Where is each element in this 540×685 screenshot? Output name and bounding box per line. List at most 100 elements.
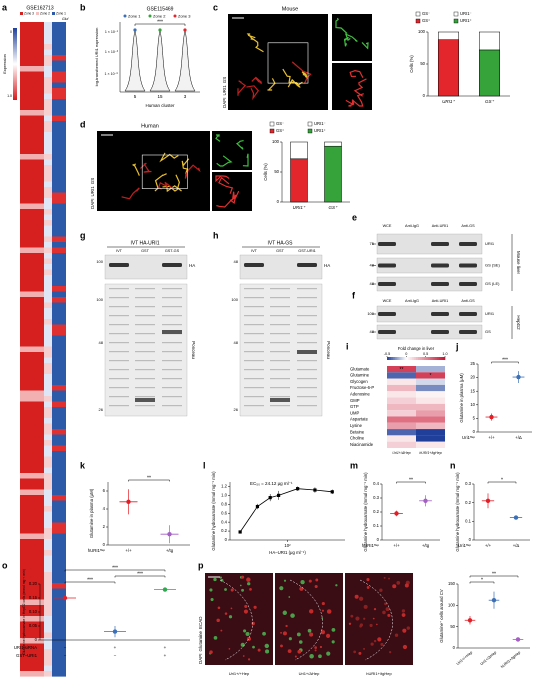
stain-signal [307, 628, 312, 633]
stain-signal [229, 191, 237, 205]
stain-signal [280, 631, 282, 634]
blot-band [431, 282, 449, 286]
heatmap-cell [20, 66, 44, 72]
heatmap-cell [52, 88, 66, 94]
stain-signal [294, 655, 297, 658]
legend-label: Zone 2 [153, 13, 166, 18]
heatmap-cell [20, 302, 44, 309]
stain-signal [366, 586, 370, 589]
significance-bracket [491, 361, 519, 364]
heatmap-cell [52, 550, 66, 556]
y-tick-label: 0.3 [465, 481, 471, 486]
heatmap-cell [20, 583, 44, 589]
colorbar-cell [394, 357, 397, 360]
heatmap-cell [20, 38, 44, 45]
colorbar-cell [396, 357, 399, 360]
heatmap-cell [20, 654, 44, 661]
heatmap-cell [52, 539, 66, 545]
colorbar-tick-label: 1.0 [442, 352, 447, 356]
marker [255, 504, 260, 509]
stain-signal [392, 584, 397, 589]
heatmap-cell [52, 242, 66, 248]
heatmap-cell [20, 104, 44, 111]
stain-signal [308, 609, 314, 614]
heatmap-cell [52, 258, 66, 265]
heatmap-cell [44, 671, 52, 677]
heatmap-cell [44, 495, 52, 501]
heatmap-cell [20, 159, 44, 166]
row-label: Glutamate [350, 366, 370, 371]
heatmap-cell [44, 583, 52, 589]
heatmap-cell [20, 121, 44, 127]
bar-segment [324, 145, 342, 203]
y-axis-label: log-transformed URI1 expression [94, 28, 99, 87]
heatmap-cell [44, 110, 52, 116]
stain-signal [216, 618, 220, 623]
y-tick-label: 100 [272, 139, 280, 144]
marker-label: 48 [234, 259, 239, 264]
y-axis-label: Glutamine in plasma (μM) [459, 373, 464, 423]
stain-signal [396, 581, 401, 585]
species-title: Mouse [282, 6, 299, 12]
heatmap-cell [52, 335, 66, 342]
blot-band [459, 312, 477, 316]
stain-signal [299, 586, 304, 591]
stain-signal [210, 597, 214, 602]
significance-bracket [128, 479, 170, 482]
stain-signal [300, 579, 305, 585]
stain-signal [331, 640, 335, 644]
mean-dot [162, 587, 168, 592]
heatmap-cell [416, 416, 445, 423]
gel-band [270, 396, 290, 398]
heatmap-cell [44, 445, 52, 452]
significance: *** [157, 19, 163, 25]
heatmap-cell [44, 434, 52, 441]
stain-signal [351, 93, 364, 107]
gel-band [270, 288, 290, 290]
y-tick-label: 0 [453, 645, 456, 650]
heatmap-cell [20, 330, 44, 336]
y-tick-label: 0.6 [221, 510, 227, 515]
heatmap-cell [52, 209, 66, 215]
heatmap-cell [44, 341, 52, 347]
heatmap-cell [52, 280, 66, 287]
stain-signal [361, 42, 369, 50]
legend-swatch [453, 18, 459, 24]
gel-label: Ponceau [326, 341, 331, 359]
stain-signal [121, 187, 140, 200]
heatmap-cell [52, 357, 66, 364]
y-axis-label: Cells (%) [409, 55, 414, 73]
heatmap-cell [416, 422, 445, 430]
x-tick-label: +/+ [125, 548, 132, 553]
x-axis-label: HA–URI1 (μg ml⁻¹) [269, 550, 306, 555]
stain-signal [359, 596, 364, 601]
y-tick-label: 0.1 [373, 523, 379, 528]
heatmap-cell [52, 368, 66, 375]
blot-band [244, 263, 264, 267]
x-tick-label: +/tg [166, 548, 174, 553]
lane-label: Anti-IgG [405, 224, 419, 228]
heatmap-cell [20, 632, 44, 639]
heatmap-cell [52, 341, 66, 347]
heatmap-cell [52, 511, 66, 518]
heatmap-cell [52, 473, 66, 479]
stain-signal [335, 584, 338, 587]
heatmap-cell [416, 372, 445, 379]
heatmap-cell [52, 330, 66, 336]
stain-signal [315, 578, 319, 582]
heatmap-cell [44, 297, 52, 303]
lane-label: Anti-URI1 [432, 224, 448, 228]
heatmap-cell [20, 126, 44, 133]
heatmap-cell [20, 511, 44, 518]
heatmap-cell [20, 385, 44, 391]
colorbar-cell [402, 357, 405, 360]
stain-signal [358, 651, 362, 655]
lane-label: IVT [116, 249, 123, 253]
heatmap-cell [52, 588, 66, 595]
heatmap-cell [44, 264, 52, 270]
blot-band [297, 263, 317, 267]
heatmap-cell [20, 533, 44, 540]
heatmap-cell [20, 297, 44, 303]
stain-signal [326, 609, 332, 614]
marker-label: 100 [96, 259, 103, 264]
